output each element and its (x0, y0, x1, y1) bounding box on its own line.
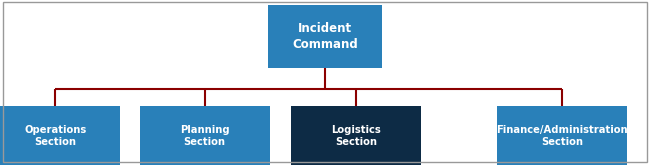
FancyBboxPatch shape (0, 106, 120, 165)
Text: Incident
Command: Incident Command (292, 22, 358, 51)
Text: Operations
Section: Operations Section (24, 125, 86, 147)
Text: Finance/Administration
Section: Finance/Administration Section (497, 125, 628, 147)
FancyBboxPatch shape (268, 5, 382, 68)
FancyBboxPatch shape (291, 106, 421, 165)
FancyBboxPatch shape (497, 106, 627, 165)
Text: Planning
Section: Planning Section (180, 125, 229, 147)
Text: Logistics
Section: Logistics Section (332, 125, 381, 147)
FancyBboxPatch shape (140, 106, 270, 165)
